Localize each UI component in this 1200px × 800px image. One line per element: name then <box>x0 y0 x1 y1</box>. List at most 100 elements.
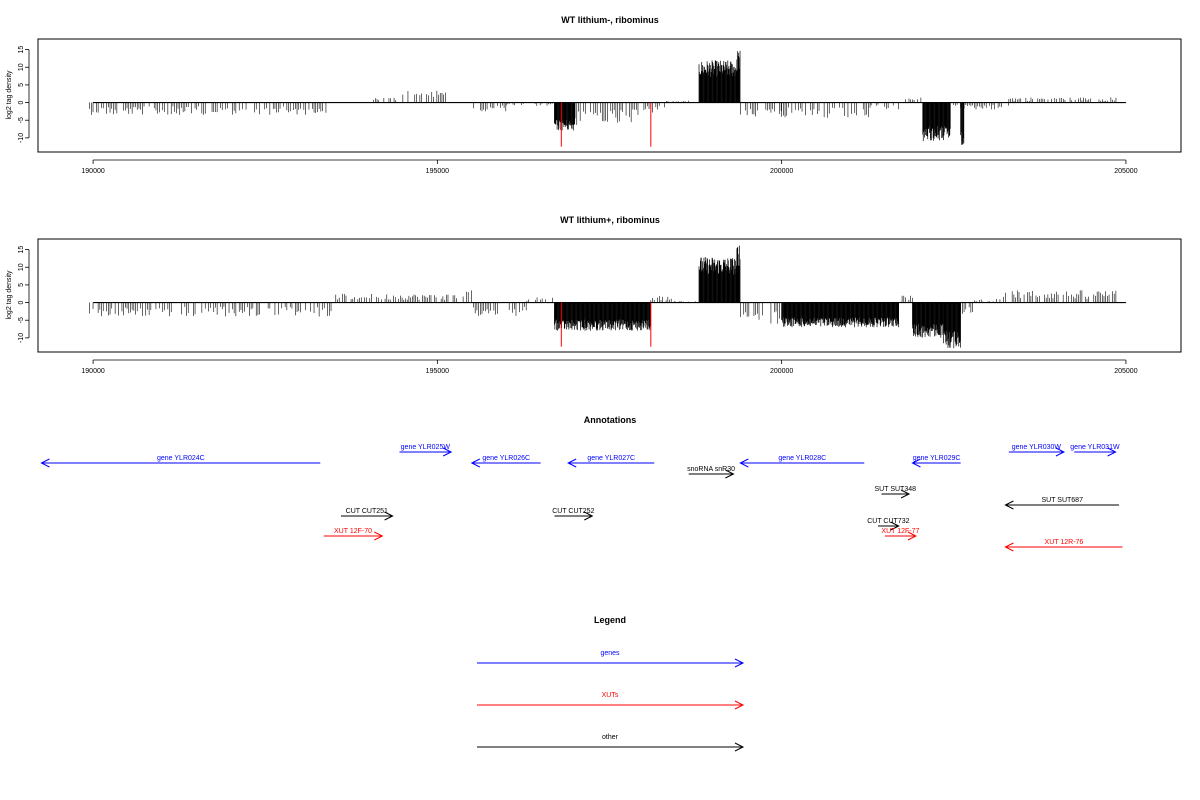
feature-label: gene YLR024C <box>157 455 205 462</box>
direction-arrowhead <box>1004 500 1014 510</box>
annotation-feature: gene YLR027C <box>567 455 655 468</box>
legend-arrowhead <box>734 700 745 710</box>
direction-arrowhead <box>911 458 921 468</box>
feature-label: XUT 12R-76 <box>1045 539 1084 546</box>
direction-arrowhead <box>1004 542 1014 552</box>
annotation-feature: CUT CUT732 <box>867 518 910 531</box>
annotation-feature: XUT 12R-76 <box>1004 539 1123 552</box>
direction-arrowhead <box>1055 447 1066 457</box>
legend-arrowhead <box>734 658 745 668</box>
annotation-features: gene YLR024C gene YLR025W gene YLR026C gene… <box>40 444 1123 552</box>
legend-arrowhead <box>734 742 745 752</box>
feature-label: gene YLR025W <box>401 444 451 451</box>
feature-label: XUT 12F-77 <box>881 528 919 535</box>
feature-label: CUT CUT252 <box>552 508 594 515</box>
direction-arrowhead <box>725 469 735 479</box>
feature-label: CUT CUT732 <box>867 518 909 525</box>
feature-label: gene YLR026C <box>482 455 530 462</box>
y-tick-label: 0 <box>18 101 25 105</box>
x-tick-label: 190000 <box>81 368 104 375</box>
direction-arrowhead <box>1107 447 1117 457</box>
plot-frame <box>37 238 1182 353</box>
direction-arrowhead <box>40 458 50 468</box>
y-axis-label: log2 tag density <box>6 70 13 120</box>
annotation-feature: SUT SUT348 <box>875 486 917 499</box>
direction-arrowhead <box>384 511 394 521</box>
annotation-feature: gene YLR028C <box>739 455 865 468</box>
y-tick-label: -5 <box>18 317 25 323</box>
y-tick-label: 10 <box>18 263 25 271</box>
legend-item: other <box>477 734 745 752</box>
y-axis: -10 -5 0 5 10 15 <box>18 246 30 343</box>
x-tick-label: 200000 <box>770 368 793 375</box>
x-axis: 190000 195000 200000 205000 <box>81 359 1138 375</box>
annotation-feature: XUT 12F-77 <box>881 528 920 541</box>
annotation-feature: XUT 12F-70 <box>323 528 384 541</box>
feature-label: gene YLR029C <box>913 455 961 462</box>
legend-panel: Legend genes XUTs other <box>477 615 745 752</box>
track-panel-lithium-minus: WT lithium-, ribominus log2 tag density … <box>6 15 1182 175</box>
bar-marks <box>89 50 1126 147</box>
direction-arrowhead <box>374 531 384 541</box>
x-tick-label: 200000 <box>770 168 793 175</box>
feature-label: CUT CUT251 <box>346 508 388 515</box>
direction-arrowhead <box>739 458 749 468</box>
bar-marks <box>89 245 1126 349</box>
feature-label: snoRNA snR30 <box>687 466 735 473</box>
feature-label: gene YLR030W <box>1012 444 1062 451</box>
feature-label: gene YLR027C <box>587 455 635 462</box>
direction-arrowhead <box>567 458 577 468</box>
legend-item: XUTs <box>477 692 745 710</box>
annotation-feature: gene YLR031W <box>1070 444 1120 457</box>
legend-label: XUTs <box>602 692 619 699</box>
annotation-feature: snoRNA snR30 <box>687 466 735 479</box>
y-axis-label: log2 tag density <box>6 270 13 320</box>
track-panel-lithium-plus: WT lithium+, ribominus log2 tag density … <box>6 215 1182 375</box>
annotation-feature: SUT SUT687 <box>1004 497 1120 510</box>
x-axis: 190000 195000 200000 205000 <box>81 159 1138 175</box>
y-tick-label: 5 <box>18 283 25 287</box>
direction-arrowhead <box>470 458 481 468</box>
y-tick-label: -10 <box>18 333 25 343</box>
annotation-feature: CUT CUT252 <box>552 508 595 521</box>
feature-label: SUT SUT348 <box>875 486 917 493</box>
annotation-feature: gene YLR029C <box>911 455 961 468</box>
feature-label: gene YLR031W <box>1070 444 1120 451</box>
x-tick-label: 205000 <box>1114 368 1137 375</box>
legend-item: genes <box>477 650 745 668</box>
annotation-feature: gene YLR026C <box>470 455 541 468</box>
x-tick-label: 205000 <box>1114 168 1137 175</box>
legend-label: genes <box>600 650 620 657</box>
panel-title: WT lithium+, ribominus <box>560 215 660 225</box>
feature-label: XUT 12F-70 <box>334 528 372 535</box>
legend-items: genes XUTs other <box>477 650 745 752</box>
panel-title: WT lithium-, ribominus <box>561 15 659 25</box>
direction-arrowhead <box>890 521 900 531</box>
x-tick-label: 195000 <box>426 168 449 175</box>
y-tick-label: 0 <box>18 301 25 305</box>
y-tick-label: 5 <box>18 83 25 87</box>
plot-frame <box>37 38 1182 153</box>
feature-label: SUT SUT687 <box>1041 497 1083 504</box>
direction-arrowhead <box>584 511 594 521</box>
x-tick-label: 195000 <box>426 368 449 375</box>
y-tick-label: 15 <box>18 246 25 254</box>
annotation-feature: gene YLR024C <box>40 455 321 468</box>
annotations-title: Annotations <box>584 415 637 425</box>
annotation-feature: CUT CUT251 <box>340 508 394 521</box>
y-tick-label: 10 <box>18 63 25 71</box>
y-tick-label: -10 <box>18 133 25 143</box>
y-tick-label: -5 <box>18 117 25 123</box>
x-tick-label: 190000 <box>81 168 104 175</box>
y-tick-label: 15 <box>18 46 25 54</box>
annotation-feature: gene YLR030W <box>1008 444 1066 457</box>
direction-arrowhead <box>442 447 453 457</box>
legend-title: Legend <box>594 615 626 625</box>
legend-label: other <box>602 734 619 741</box>
direction-arrowhead <box>907 531 918 541</box>
annotation-feature: gene YLR025W <box>399 444 453 457</box>
direction-arrowhead <box>900 489 911 499</box>
y-axis: -10 -5 0 5 10 15 <box>18 46 30 143</box>
